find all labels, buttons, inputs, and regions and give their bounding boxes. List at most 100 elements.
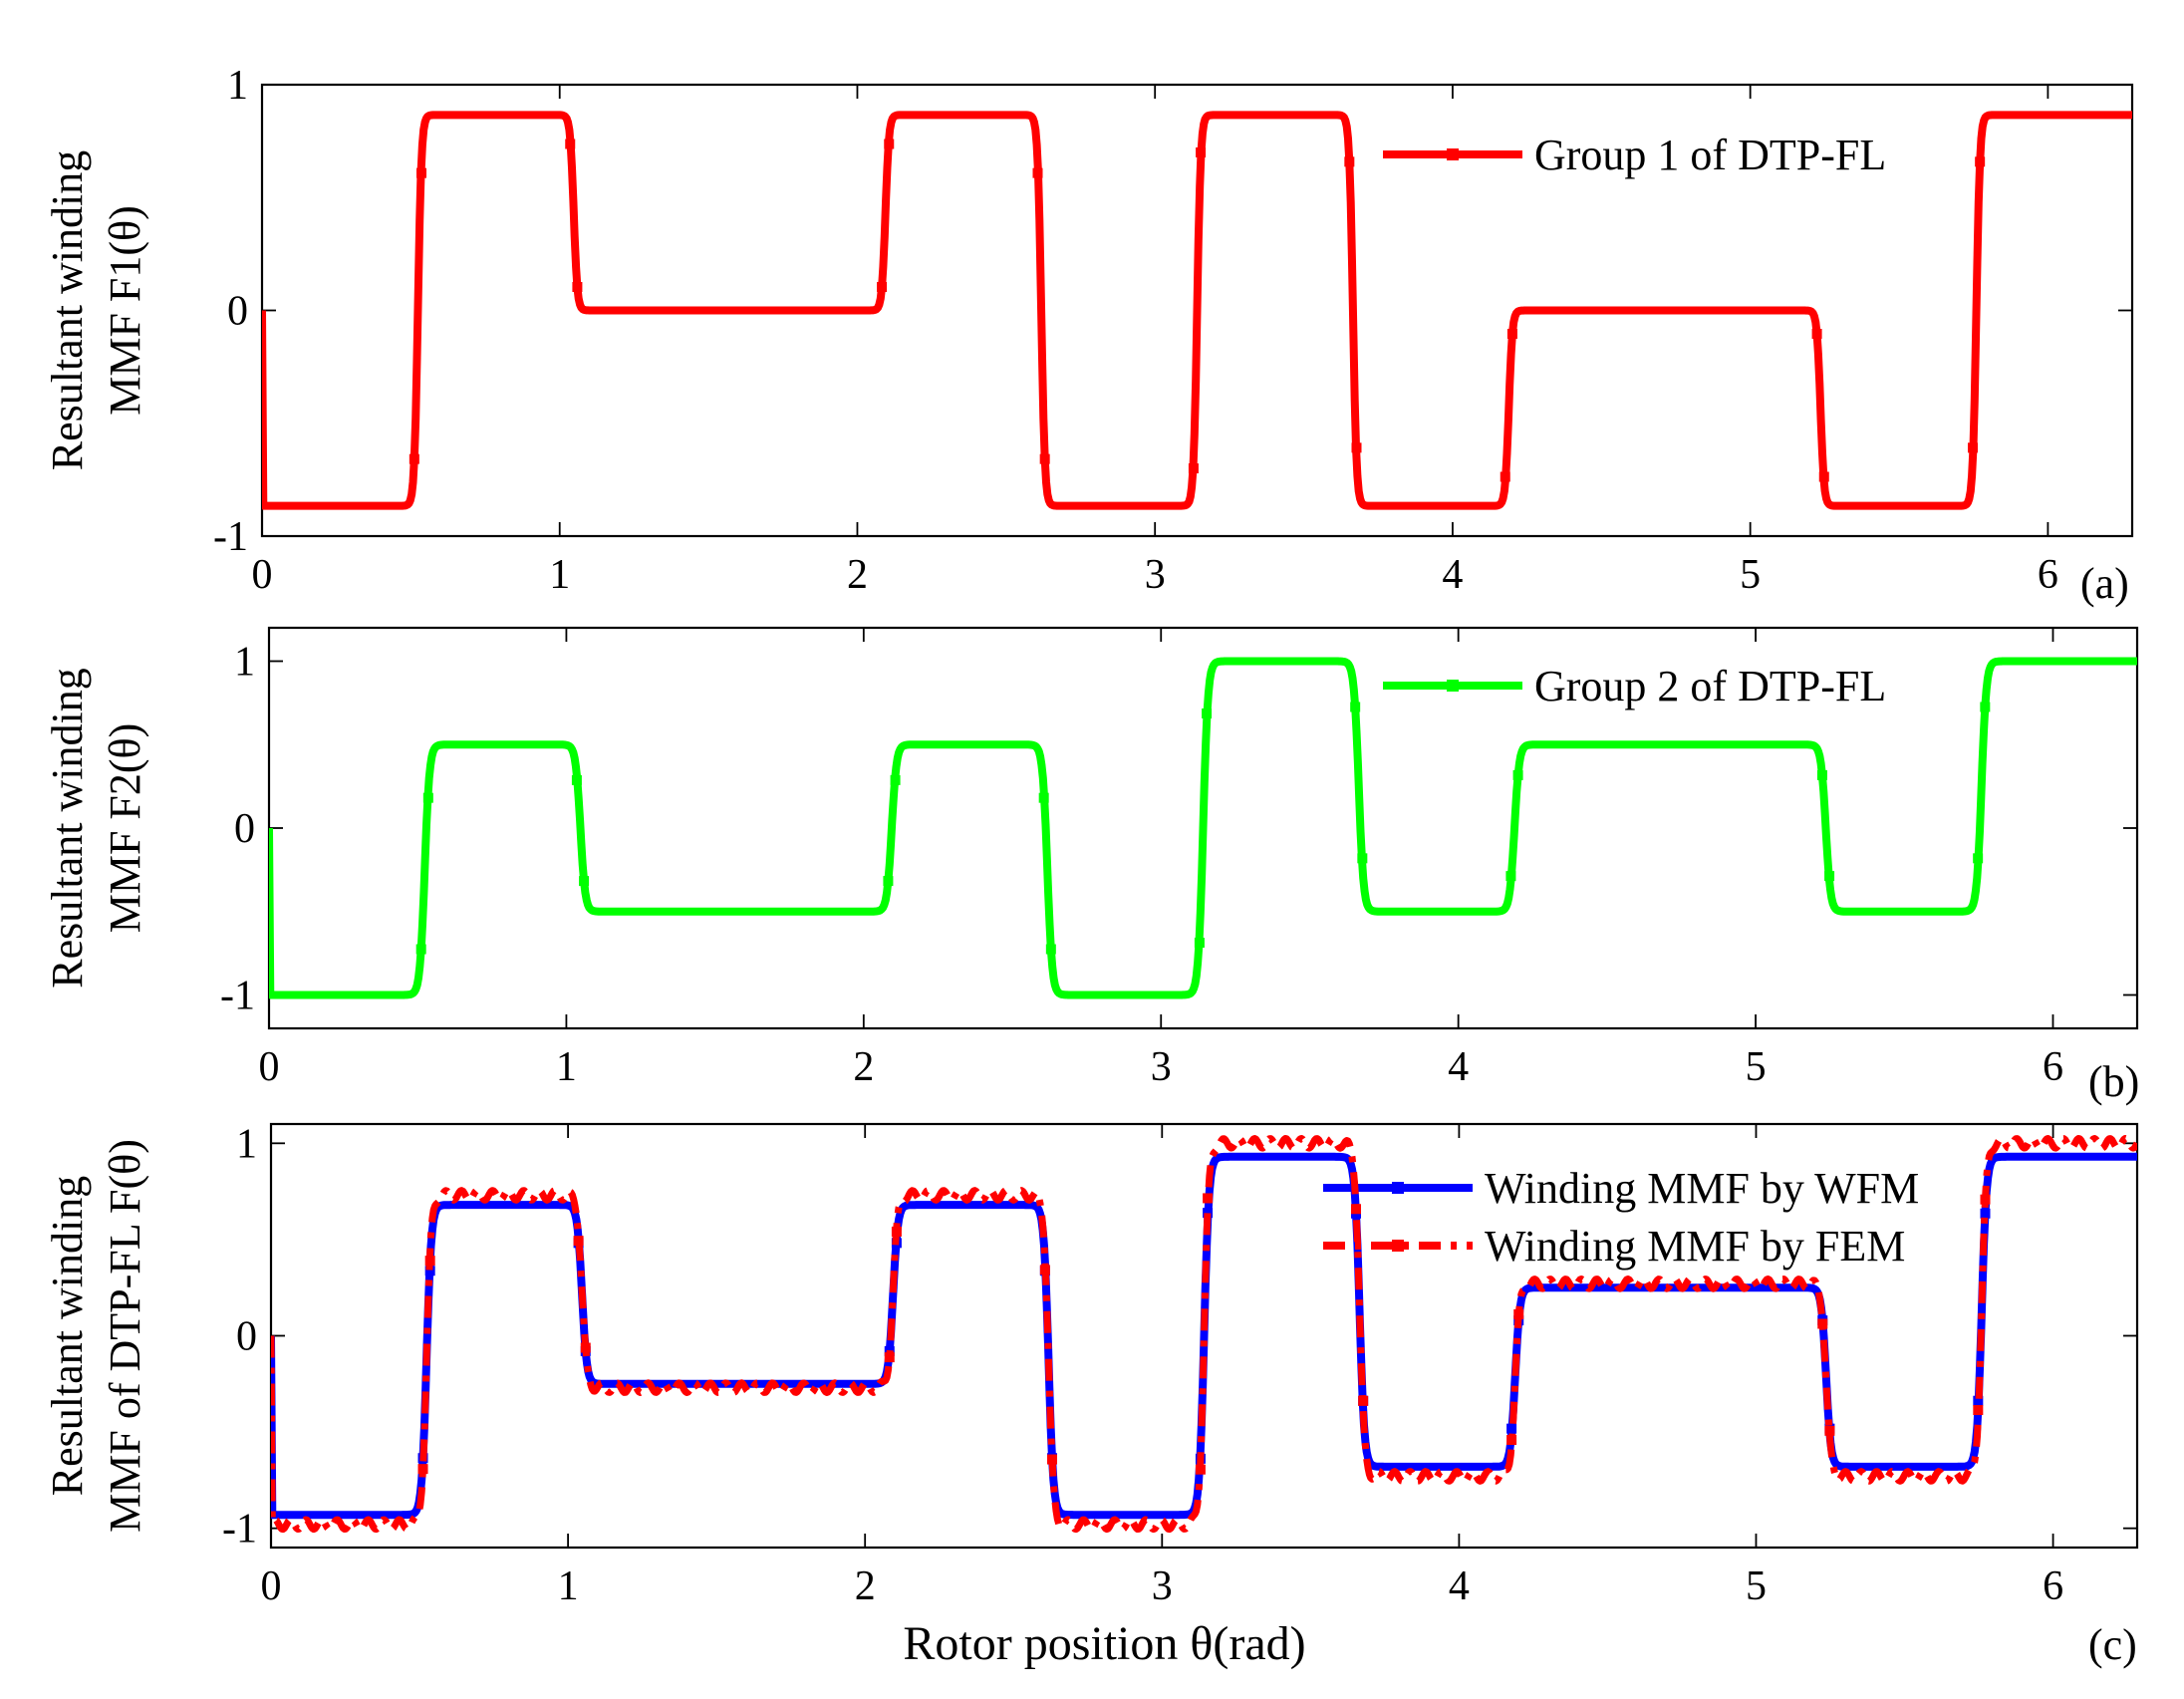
data-point	[1203, 1208, 1214, 1219]
x-tick-label: 3	[1145, 552, 1166, 598]
data-point	[1194, 938, 1205, 949]
data-point	[1818, 471, 1829, 482]
data-point	[1351, 442, 1362, 453]
data-point	[1973, 853, 1984, 864]
x-tick-label: 6	[2043, 1044, 2063, 1090]
series-line-1	[269, 657, 2137, 999]
data-point	[1203, 1193, 1214, 1204]
x-tick-label: 4	[1449, 1563, 1470, 1609]
data-point	[415, 944, 426, 955]
y-tick-label: 1	[236, 1121, 257, 1167]
legend-marker	[1447, 148, 1459, 160]
x-tick-label: 6	[2043, 1563, 2063, 1609]
data-point	[1038, 792, 1049, 803]
data-point	[1188, 463, 1199, 474]
data-point	[572, 282, 583, 293]
data-point	[417, 1464, 428, 1475]
y-tick-label: -1	[222, 1507, 257, 1553]
data-point	[1975, 156, 1986, 167]
x-tick-label: 5	[1740, 552, 1761, 598]
panel-tag: (b)	[2088, 1057, 2139, 1106]
legend-marker	[1392, 1240, 1404, 1252]
x-tick-label: 0	[261, 1563, 282, 1609]
x-tick-label: 5	[1746, 1563, 1767, 1609]
data-point	[890, 774, 901, 785]
data-point	[424, 1266, 435, 1276]
y-tick-label: 0	[236, 1314, 257, 1360]
data-point	[1811, 328, 1822, 339]
y-axis-label-line: Resultant winding	[43, 150, 92, 470]
y-axis-label-line: Resultant winding	[43, 668, 92, 988]
x-tick-label: 4	[1442, 552, 1463, 598]
data-point	[1512, 769, 1523, 780]
data-point	[1196, 146, 1207, 157]
data-point	[579, 876, 590, 887]
x-axis-label: Rotor position θ(rad)	[903, 1617, 1305, 1670]
data-point	[891, 1226, 902, 1237]
data-point	[1506, 328, 1517, 339]
data-point	[884, 1352, 895, 1363]
x-tick-label: 2	[853, 1044, 874, 1090]
data-point	[1824, 871, 1835, 882]
data-point	[1350, 702, 1361, 712]
legend-label: Group 2 of DTP-FL	[1534, 662, 1886, 710]
data-point	[573, 1236, 584, 1247]
data-point	[1045, 944, 1056, 955]
x-tick-label: 3	[1152, 1563, 1173, 1609]
data-point	[422, 792, 433, 803]
data-point	[1032, 167, 1043, 178]
data-point	[1967, 442, 1978, 453]
x-tick-label: 6	[2038, 552, 2058, 598]
legend-label: Winding MMF by FEM	[1485, 1222, 1905, 1271]
data-point	[1973, 1395, 1984, 1406]
y-tick-label: -1	[220, 974, 255, 1019]
x-tick-label: 1	[556, 1044, 577, 1090]
data-point	[1973, 1405, 1984, 1416]
data-point	[580, 1342, 591, 1353]
data-point	[1039, 1265, 1050, 1275]
y-tick-label: 1	[234, 640, 255, 686]
x-tick-label: 5	[1746, 1044, 1767, 1090]
series-line-2	[271, 1135, 2137, 1534]
panel-tag: (a)	[2080, 559, 2129, 608]
y-axis-label-line: MMF F2(θ)	[101, 723, 149, 934]
data-point	[424, 1256, 435, 1267]
data-point	[1351, 1204, 1362, 1215]
x-tick-label: 1	[549, 552, 570, 598]
legend-label: Winding MMF by WFM	[1485, 1164, 1919, 1213]
data-point	[877, 282, 888, 293]
x-tick-label: 1	[558, 1563, 579, 1609]
data-point	[1980, 1194, 1991, 1205]
x-tick-label: 0	[252, 552, 273, 598]
x-tick-label: 4	[1448, 1044, 1469, 1090]
data-point	[1202, 708, 1213, 718]
legend-marker	[1447, 680, 1459, 692]
data-point	[1195, 1464, 1206, 1475]
y-tick-label: 1	[227, 63, 248, 109]
x-tick-label: 2	[847, 552, 868, 598]
legend-label: Group 1 of DTP-FL	[1534, 131, 1886, 179]
y-axis-label-line: Resultant winding	[43, 1176, 92, 1496]
data-point	[1357, 853, 1368, 864]
data-point	[1046, 1454, 1057, 1465]
data-point	[1506, 1435, 1517, 1446]
data-point	[883, 876, 894, 887]
legend-marker	[1392, 1182, 1404, 1194]
y-axis-label-line: MMF of DTP-FL F(θ)	[101, 1139, 149, 1533]
data-point	[1506, 1423, 1517, 1434]
data-point	[1344, 156, 1355, 167]
y-axis-label-line: MMF F1(θ)	[101, 205, 149, 416]
x-tick-label: 0	[259, 1044, 280, 1090]
data-point	[409, 453, 419, 464]
series-line-1	[262, 111, 2132, 510]
y-tick-label: 0	[234, 806, 255, 852]
data-point	[1980, 1208, 1991, 1219]
y-tick-label: 0	[227, 289, 248, 335]
x-tick-label: 3	[1151, 1044, 1172, 1090]
data-point	[884, 139, 895, 149]
data-point	[1500, 471, 1510, 482]
